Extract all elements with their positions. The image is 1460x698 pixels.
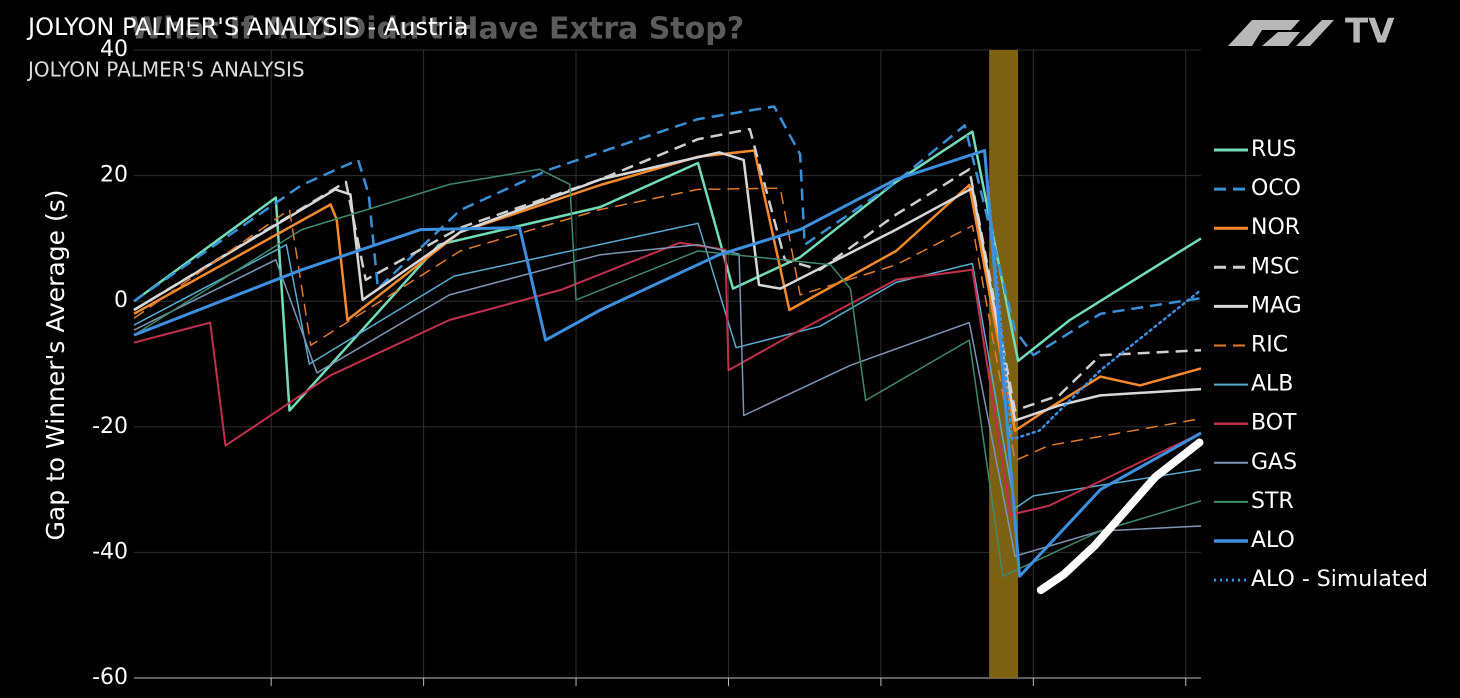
y-tick-label: -60	[92, 665, 128, 690]
legend-label: GAS	[1251, 450, 1297, 475]
series-line	[133, 243, 1202, 557]
legend-label: ALO	[1251, 528, 1295, 553]
series-line	[133, 187, 1202, 462]
legend-label: ALB	[1251, 372, 1293, 397]
legend-label: MSC	[1251, 254, 1299, 279]
y-tick-label: -40	[92, 539, 128, 564]
legend: RUS OCO NOR MSC MAG RIC ALB BOT GAS STR ALO ALO - S…	[1214, 137, 1428, 592]
y-tick-label: -20	[92, 414, 128, 439]
legend-label: BOT	[1251, 411, 1297, 436]
legend-label: RIC	[1251, 333, 1288, 358]
series-line	[133, 151, 1202, 422]
legend-label: RUS	[1251, 137, 1296, 162]
series-line	[133, 149, 1202, 432]
series-line	[133, 241, 1202, 516]
y-tick-label: 20	[100, 163, 128, 188]
legend-label: OCO	[1251, 176, 1301, 201]
series-line	[133, 130, 1202, 412]
y-tick-label: 40	[100, 37, 128, 62]
overlay-title: What If ALO Didn't Have Extra Stop?	[130, 12, 744, 47]
legend-label: MAG	[1251, 293, 1302, 318]
chart-title: JOLYON PALMER'S ANALYSIS - Austria	[26, 13, 469, 41]
series-line	[133, 222, 1202, 510]
legend-label: STR	[1251, 489, 1294, 514]
logo: TV	[1228, 12, 1395, 52]
chart-subtitle: JOLYON PALMER'S ANALYSIS	[26, 58, 305, 82]
logo-mark	[1228, 20, 1334, 46]
series-line	[133, 105, 1202, 357]
series-line	[983, 149, 1203, 441]
series-line	[133, 168, 1202, 578]
y-axis-label: Gap to Winner's Average (s)	[41, 189, 70, 540]
highlight-line	[1036, 438, 1204, 595]
legend-label: NOR	[1251, 215, 1300, 240]
series-line	[133, 149, 1202, 578]
logo-text: TV	[1345, 12, 1395, 52]
y-tick-label: 0	[114, 288, 128, 313]
legend-label: ALO - Simulated	[1251, 567, 1428, 592]
plot-area	[133, 49, 1204, 686]
